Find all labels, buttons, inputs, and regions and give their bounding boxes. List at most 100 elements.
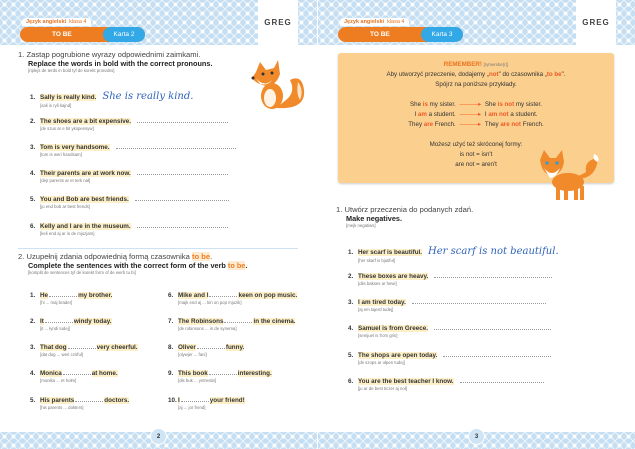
item-number: 5.	[348, 352, 354, 359]
item-number: 9.	[168, 370, 174, 377]
rule-tobe: to be	[546, 71, 562, 78]
item-phonetic: [aj em tajerd tudej]	[358, 307, 394, 312]
ex-num: 1.	[336, 205, 343, 214]
item-phonetic: [dis buk ... yntrestin]	[178, 378, 217, 383]
item-number: 4.	[30, 370, 36, 377]
class: klasa 4	[387, 19, 405, 25]
item-subject: It	[40, 318, 44, 325]
item-phonetic: [tom is weri handsam]	[40, 152, 82, 157]
example-a2: French.	[433, 121, 456, 128]
ex-title-en: Complete the sentences with the correct …	[28, 261, 226, 270]
answer-line	[434, 277, 552, 278]
section-divider	[18, 248, 298, 249]
list-item: 4. Their parents are at work now. [dejr pa…	[30, 170, 228, 183]
item-phonetic: [her skarf is bjutiful]	[358, 258, 396, 263]
topic-pill: TO BE Karta 3	[338, 27, 463, 42]
item-rest: windy today.	[73, 318, 112, 325]
list-item: 5. The shops are open today. [de szops ar …	[348, 352, 551, 365]
gap	[67, 348, 96, 349]
gap	[196, 348, 225, 349]
bold-words: Sally	[40, 94, 55, 101]
item-phonetic: [de robinsons ... in de synema]	[178, 326, 237, 331]
item-phonetic: [sali is ryli kajnd]	[40, 103, 72, 108]
item-subject: His parents	[40, 397, 75, 404]
item-rest: doctors.	[104, 397, 130, 404]
ex-title-en: Replace the words in bold with the corre…	[28, 59, 213, 68]
verb-highlight: to be	[227, 261, 246, 270]
remember-title: REMEMBER!	[443, 61, 482, 68]
answer-line	[136, 174, 228, 175]
rule-text: ".	[561, 71, 566, 78]
ex-phonetic: [komplit de sentences tyf de korekt form…	[28, 270, 136, 275]
item-phonetic: [de szops ar ołpen tudej]	[358, 360, 405, 365]
example-a1: She	[410, 101, 423, 108]
item-subject: The Robinsons	[178, 318, 224, 325]
card-label: Karta 2	[103, 27, 145, 42]
example-v2: are not	[500, 121, 521, 128]
handwritten-answer: Her scarf is not beautiful.	[428, 246, 559, 257]
item-rest: interesting.	[237, 370, 272, 377]
item-rest: are best friends.	[78, 196, 129, 203]
item-number: 5.	[30, 196, 36, 203]
list-item: 4. Samuel is from Greece. [semjuel is from…	[348, 325, 552, 338]
logo-text: GREG	[264, 18, 292, 27]
rule-text: Aby utworzyć przeczenie, dodajemy „	[386, 71, 489, 78]
item-sentence: Her scarf is beautiful.	[358, 249, 423, 256]
example-row: I am a student. ———▸ I am not a student.	[338, 110, 614, 120]
item-number: 3.	[30, 144, 36, 151]
item-subject: He	[40, 292, 49, 299]
list-item: 6. Mike and I keen on pop music. [majk end …	[168, 292, 298, 305]
item-number: 2.	[348, 273, 354, 280]
ex-title-pl: Uzupełnij zdania odpowiednią formą czaso…	[26, 252, 190, 261]
remember-box: REMEMBER! [rymembe(r)] Aby utworzyć prze…	[338, 53, 614, 183]
gap	[209, 296, 238, 297]
list-item: 7. The Robinsons in the cinema. [de robinso…	[168, 318, 296, 331]
arrow-icon: ———▸	[457, 111, 483, 118]
ex-num: 1.	[18, 50, 25, 59]
answer-line	[134, 200, 230, 201]
list-item: 2. It windy today. [it ... łyndi tudej]	[30, 318, 112, 331]
ex-num: 2.	[18, 252, 25, 261]
answer-line	[115, 148, 237, 149]
page-number: 2	[150, 428, 167, 445]
item-rest: funny.	[225, 344, 245, 351]
item-rest: are at work now.	[79, 170, 131, 177]
list-item: 1. Sally is really kind. She is really kin…	[30, 91, 193, 108]
subject-label: Język angielski klasa 4	[22, 18, 91, 26]
example-b1: I	[484, 111, 489, 118]
ex-phonetic: [riplejs de terds in bold tyf de korekt …	[28, 68, 115, 73]
example-a2: a student.	[426, 111, 456, 118]
example-b2: a student.	[508, 111, 538, 118]
item-rest: is really kind.	[54, 94, 97, 101]
item-phonetic: [ju ar de best ticzer aj noł]	[358, 386, 407, 391]
list-item: 9. This book interesting. [dis buk ... yntr…	[168, 370, 272, 383]
item-number: 1.	[348, 249, 354, 256]
item-phonetic: [keli end aj ar in de mjuzjam]	[40, 231, 95, 236]
item-phonetic: [de szus ar e bit ykspensyw]	[40, 126, 94, 131]
item-rest: are a bit expensive.	[71, 118, 132, 125]
ex-title-pl: Zastąp pogrubione wyrazy odpowiednimi za…	[26, 50, 201, 59]
logo-text: GREG	[582, 18, 610, 27]
item-number: 1.	[30, 292, 36, 299]
answer-line	[434, 329, 552, 330]
topic-pill: TO BE Karta 2	[20, 27, 145, 42]
item-phonetic: [aj ... jor frend]	[178, 405, 206, 410]
list-item: 6. You are the best teacher I know. [ju ar…	[348, 378, 544, 391]
handwritten-answer: She is really kind.	[102, 91, 194, 102]
item-number: 10.	[168, 397, 177, 404]
example-v1: is	[422, 101, 428, 108]
ex-phonetic: [mejk negatiws]	[346, 223, 376, 228]
exercise-1-header: 1. Utwórz przeczenia do podanych zdań. M…	[336, 205, 473, 228]
rule-not: not	[488, 71, 499, 78]
item-number: 2.	[30, 118, 36, 125]
item-phonetic: [majk end aj ... kin on pop mjuzik]	[178, 300, 242, 305]
fox-illustration	[540, 150, 599, 200]
example-a1: They	[408, 121, 424, 128]
item-rest: in the cinema.	[253, 318, 296, 325]
item-rest: at home.	[91, 370, 118, 377]
gap	[44, 322, 73, 323]
example-v1: am	[417, 111, 427, 118]
topic: TO BE	[370, 31, 390, 38]
list-item: 5. You and Bob are best friends. [ju end b…	[30, 196, 230, 209]
item-number: 6.	[168, 292, 174, 299]
